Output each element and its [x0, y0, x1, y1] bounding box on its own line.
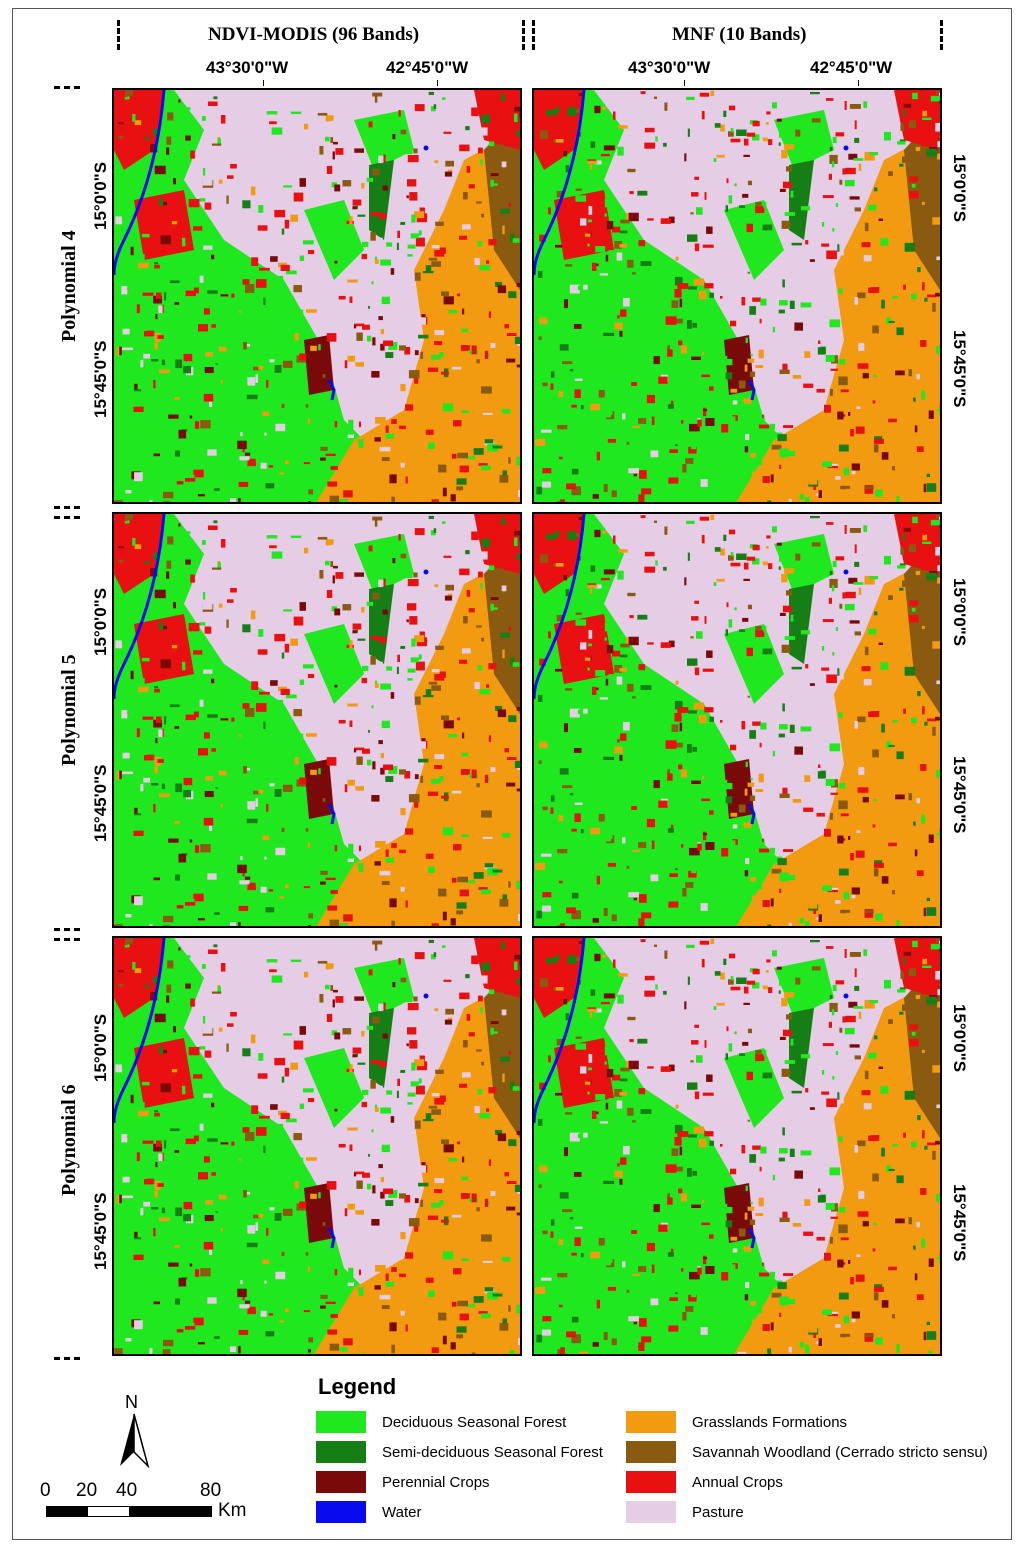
legend-label: Semi-deciduous Seasonal Forest: [382, 1443, 603, 1461]
legend-label: Grasslands Formations: [692, 1413, 848, 1431]
legend-swatch: [316, 1441, 366, 1463]
longitude-label-42-45-right: 42°45'0"W: [810, 58, 893, 77]
lon-tick: [684, 80, 685, 86]
scale-tick-20: 20: [76, 1480, 98, 1501]
row-title-polynomial-6: Polynomial 6: [58, 1084, 80, 1196]
scale-tick-0: 0: [40, 1480, 51, 1501]
longitude-label-42-45-left: 42°45'0"W: [386, 58, 469, 77]
legend-swatch: [626, 1471, 676, 1493]
latitude-label-15-45-right-r3: 15°45'0"S: [950, 1184, 969, 1262]
map-mnf-polynomial-5: [532, 512, 942, 928]
latitude-label-15-0-left-r3: 15°0'0"S: [91, 1013, 110, 1082]
scale-tick-80: 80: [200, 1480, 222, 1501]
legend-label: Pasture: [692, 1503, 744, 1521]
column-divider-left: [117, 20, 120, 50]
scale-tick-40: 40: [116, 1480, 138, 1501]
legend-swatch: [316, 1411, 366, 1433]
legend-item: Water: [316, 1500, 421, 1524]
lon-tick: [858, 80, 859, 86]
figure-frame: [12, 8, 1012, 1540]
legend-label: Deciduous Seasonal Forest: [382, 1413, 567, 1431]
row-divider-1a: [54, 506, 80, 509]
map-ndvi-polynomial-5: [112, 512, 522, 928]
lon-tick: [437, 80, 438, 86]
lon-tick: [263, 80, 264, 86]
legend-label: Water: [382, 1503, 422, 1521]
latitude-label-15-0-right-r3: 15°0'0"S: [950, 1004, 969, 1073]
longitude-label-43-30-right: 43°30'0"W: [628, 58, 711, 77]
legend-label: Annual Crops: [692, 1473, 783, 1491]
latitude-label-15-45-left-r2: 15°45'0"S: [91, 764, 110, 842]
legend-item: Pasture: [626, 1500, 744, 1524]
row-divider-1b: [54, 516, 80, 519]
latitude-label-15-45-left-r1: 15°45'0"S: [91, 340, 110, 418]
legend-swatch: [316, 1471, 366, 1493]
legend-item: Annual Crops: [626, 1470, 783, 1494]
latitude-label-15-45-left-r3: 15°45'0"S: [91, 1192, 110, 1270]
legend-label: Savannah Woodland (Cerrado stricto sensu…: [692, 1443, 988, 1461]
map-mnf-polynomial-4: [532, 88, 942, 504]
legend-item: Savannah Woodland (Cerrado stricto sensu…: [626, 1440, 988, 1464]
legend-item: Grasslands Formations: [626, 1410, 847, 1434]
map-ndvi-polynomial-6: [112, 936, 522, 1356]
legend-item: Perennial Crops: [316, 1470, 490, 1494]
row-divider-2b: [54, 938, 80, 941]
longitude-label-43-30-left: 43°30'0"W: [206, 58, 289, 77]
row-title-polynomial-4: Polynomial 4: [58, 230, 80, 342]
latitude-label-15-0-right-r1: 15°0'0"S: [950, 154, 969, 223]
north-arrow-label: N: [125, 1392, 138, 1412]
legend-swatch: [626, 1411, 676, 1433]
column-title-ndvi: NDVI-MODIS (96 Bands): [208, 24, 420, 45]
scale-bar: [46, 1506, 212, 1517]
map-ndvi-polynomial-4: [112, 88, 522, 504]
latitude-label-15-0-right-r2: 15°0'0"S: [950, 578, 969, 647]
legend-label: Perennial Crops: [382, 1473, 490, 1491]
legend-swatch: [626, 1441, 676, 1463]
scale-unit: Km: [218, 1500, 247, 1521]
row-divider-bottom: [54, 1357, 80, 1360]
column-divider-center-b: [532, 20, 535, 50]
column-title-mnf: MNF (10 Bands): [672, 24, 807, 45]
column-divider-center-a: [522, 20, 525, 50]
row-divider-top: [54, 86, 80, 89]
north-arrow-icon: [120, 1413, 150, 1468]
row-title-polynomial-5: Polynomial 5: [58, 654, 80, 766]
latitude-label-15-0-left-r1: 15°0'0"S: [91, 161, 110, 230]
latitude-label-15-0-left-r2: 15°0'0"S: [91, 587, 110, 656]
latitude-label-15-45-right-r2: 15°45'0"S: [950, 756, 969, 834]
map-mnf-polynomial-6: [532, 936, 942, 1356]
row-divider-2a: [54, 928, 80, 931]
legend-item: Semi-deciduous Seasonal Forest: [316, 1440, 603, 1464]
column-divider-right: [940, 20, 943, 50]
legend-item: Deciduous Seasonal Forest: [316, 1410, 566, 1434]
legend-title: Legend: [318, 1374, 397, 1399]
legend-swatch: [626, 1501, 676, 1523]
latitude-label-15-45-right-r1: 15°45'0"S: [950, 330, 969, 408]
legend-swatch: [316, 1501, 366, 1523]
